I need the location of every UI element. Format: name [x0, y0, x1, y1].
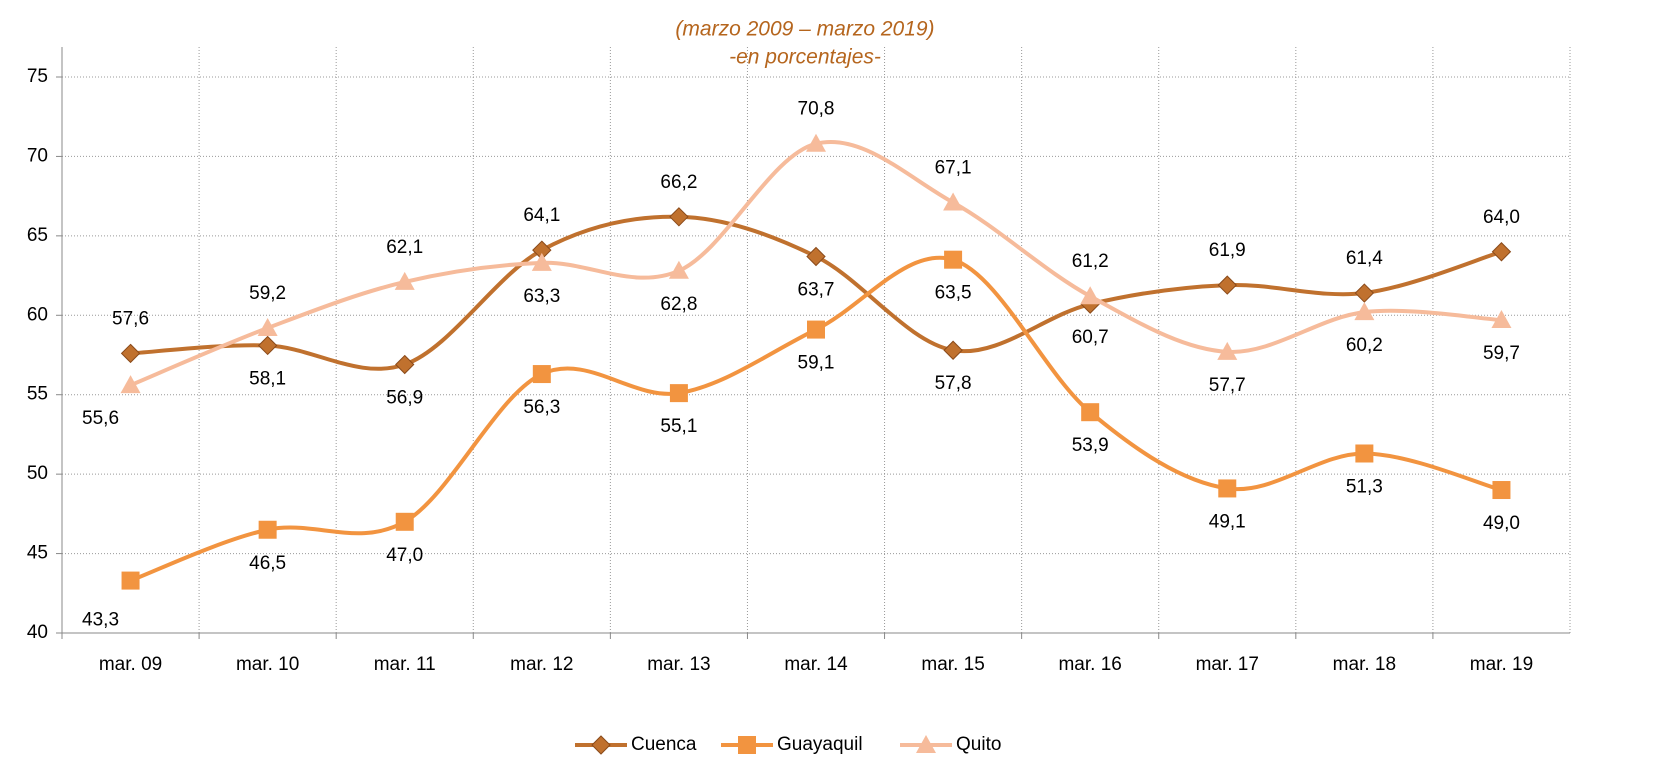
legend-marker: [591, 735, 611, 755]
chart-title: (marzo 2009 – marzo 2019): [675, 18, 934, 41]
y-tick-label: 55: [27, 384, 48, 405]
marker: [1080, 286, 1101, 305]
marker: [395, 512, 414, 531]
marker: [120, 343, 141, 364]
value-label: 62,1: [386, 237, 423, 258]
value-label: 57,6: [112, 308, 149, 329]
x-tick-label: mar. 10: [236, 654, 299, 675]
x-tick-label: mar. 12: [510, 654, 573, 675]
legend-label: Guayaquil: [777, 734, 863, 755]
marker: [257, 335, 278, 356]
value-label: 67,1: [935, 158, 972, 179]
x-tick-label: mar. 18: [1333, 654, 1396, 675]
y-tick-label: 65: [27, 225, 48, 246]
y-tick-label: 70: [27, 145, 48, 166]
marker: [1491, 242, 1512, 262]
marker: [1354, 302, 1375, 321]
value-label: 62,8: [660, 294, 697, 315]
value-label: 61,4: [1346, 248, 1383, 269]
value-label: 56,3: [523, 397, 560, 418]
x-tick-label: mar. 11: [374, 654, 436, 675]
value-label: 70,8: [798, 99, 835, 120]
marker: [1217, 341, 1238, 360]
marker: [121, 571, 140, 590]
marker: [806, 246, 826, 267]
value-label: 55,1: [660, 416, 697, 437]
marker: [1217, 275, 1237, 295]
value-label: 59,7: [1483, 343, 1520, 364]
marker: [395, 354, 415, 375]
x-tick-label: mar. 14: [784, 654, 848, 675]
value-label: 60,2: [1346, 335, 1383, 356]
marker: [258, 520, 277, 539]
marker: [1081, 403, 1100, 422]
value-label: 61,2: [1072, 251, 1109, 272]
marker: [257, 317, 278, 336]
marker: [1355, 444, 1374, 463]
x-tick-label: mar. 09: [99, 654, 162, 675]
marker: [1218, 479, 1237, 498]
value-label: 46,5: [249, 553, 286, 574]
value-label: 60,7: [1072, 327, 1109, 348]
legend-marker: [738, 736, 756, 754]
value-label: 57,7: [1209, 375, 1246, 396]
marker: [669, 384, 688, 403]
marker: [1492, 481, 1511, 500]
value-label: 64,0: [1483, 207, 1520, 228]
marker: [1354, 283, 1375, 303]
value-label: 59,1: [798, 353, 835, 374]
value-label: 55,6: [82, 408, 119, 429]
value-label: 47,0: [386, 545, 423, 566]
y-tick-label: 60: [27, 304, 48, 325]
value-label: 53,9: [1072, 435, 1109, 456]
x-tick-label: mar. 13: [647, 654, 710, 675]
x-tick-label: mar. 19: [1470, 654, 1533, 675]
value-label: 63,5: [935, 283, 972, 304]
marker: [394, 271, 415, 290]
marker: [669, 207, 689, 227]
marker: [806, 133, 826, 152]
legend-label: Cuenca: [631, 734, 697, 755]
y-tick-label: 40: [27, 622, 48, 643]
value-label: 56,9: [386, 388, 423, 409]
x-tick-label: mar. 17: [1196, 654, 1259, 675]
marker: [532, 365, 551, 384]
value-label: 64,1: [523, 205, 560, 226]
value-label: 57,8: [935, 373, 972, 394]
y-tick-label: 45: [27, 543, 48, 564]
value-label: 61,9: [1209, 240, 1246, 261]
legend-label: Quito: [956, 734, 1001, 755]
marker: [944, 250, 963, 269]
value-label: 59,2: [249, 283, 286, 304]
marker: [668, 260, 689, 279]
marker: [1491, 310, 1512, 329]
x-tick-label: mar. 15: [921, 654, 984, 675]
value-label: 58,1: [249, 368, 286, 389]
value-label: 49,1: [1209, 511, 1246, 532]
marker: [807, 320, 825, 339]
y-tick-label: 50: [27, 463, 48, 484]
value-label: 51,3: [1346, 477, 1383, 498]
value-label: 49,0: [1483, 513, 1520, 534]
marker: [120, 375, 141, 394]
marker: [531, 252, 552, 271]
marker: [943, 340, 963, 360]
y-tick-label: 75: [27, 66, 48, 87]
value-label: 63,3: [523, 286, 560, 307]
x-tick-label: mar. 16: [1058, 654, 1121, 675]
value-label: 43,3: [82, 610, 119, 631]
value-label: 66,2: [660, 172, 697, 193]
value-label: 63,7: [798, 280, 835, 301]
legend-marker: [916, 735, 936, 753]
marker: [943, 192, 964, 211]
chart-subtitle: -en porcentajes-: [729, 46, 881, 69]
